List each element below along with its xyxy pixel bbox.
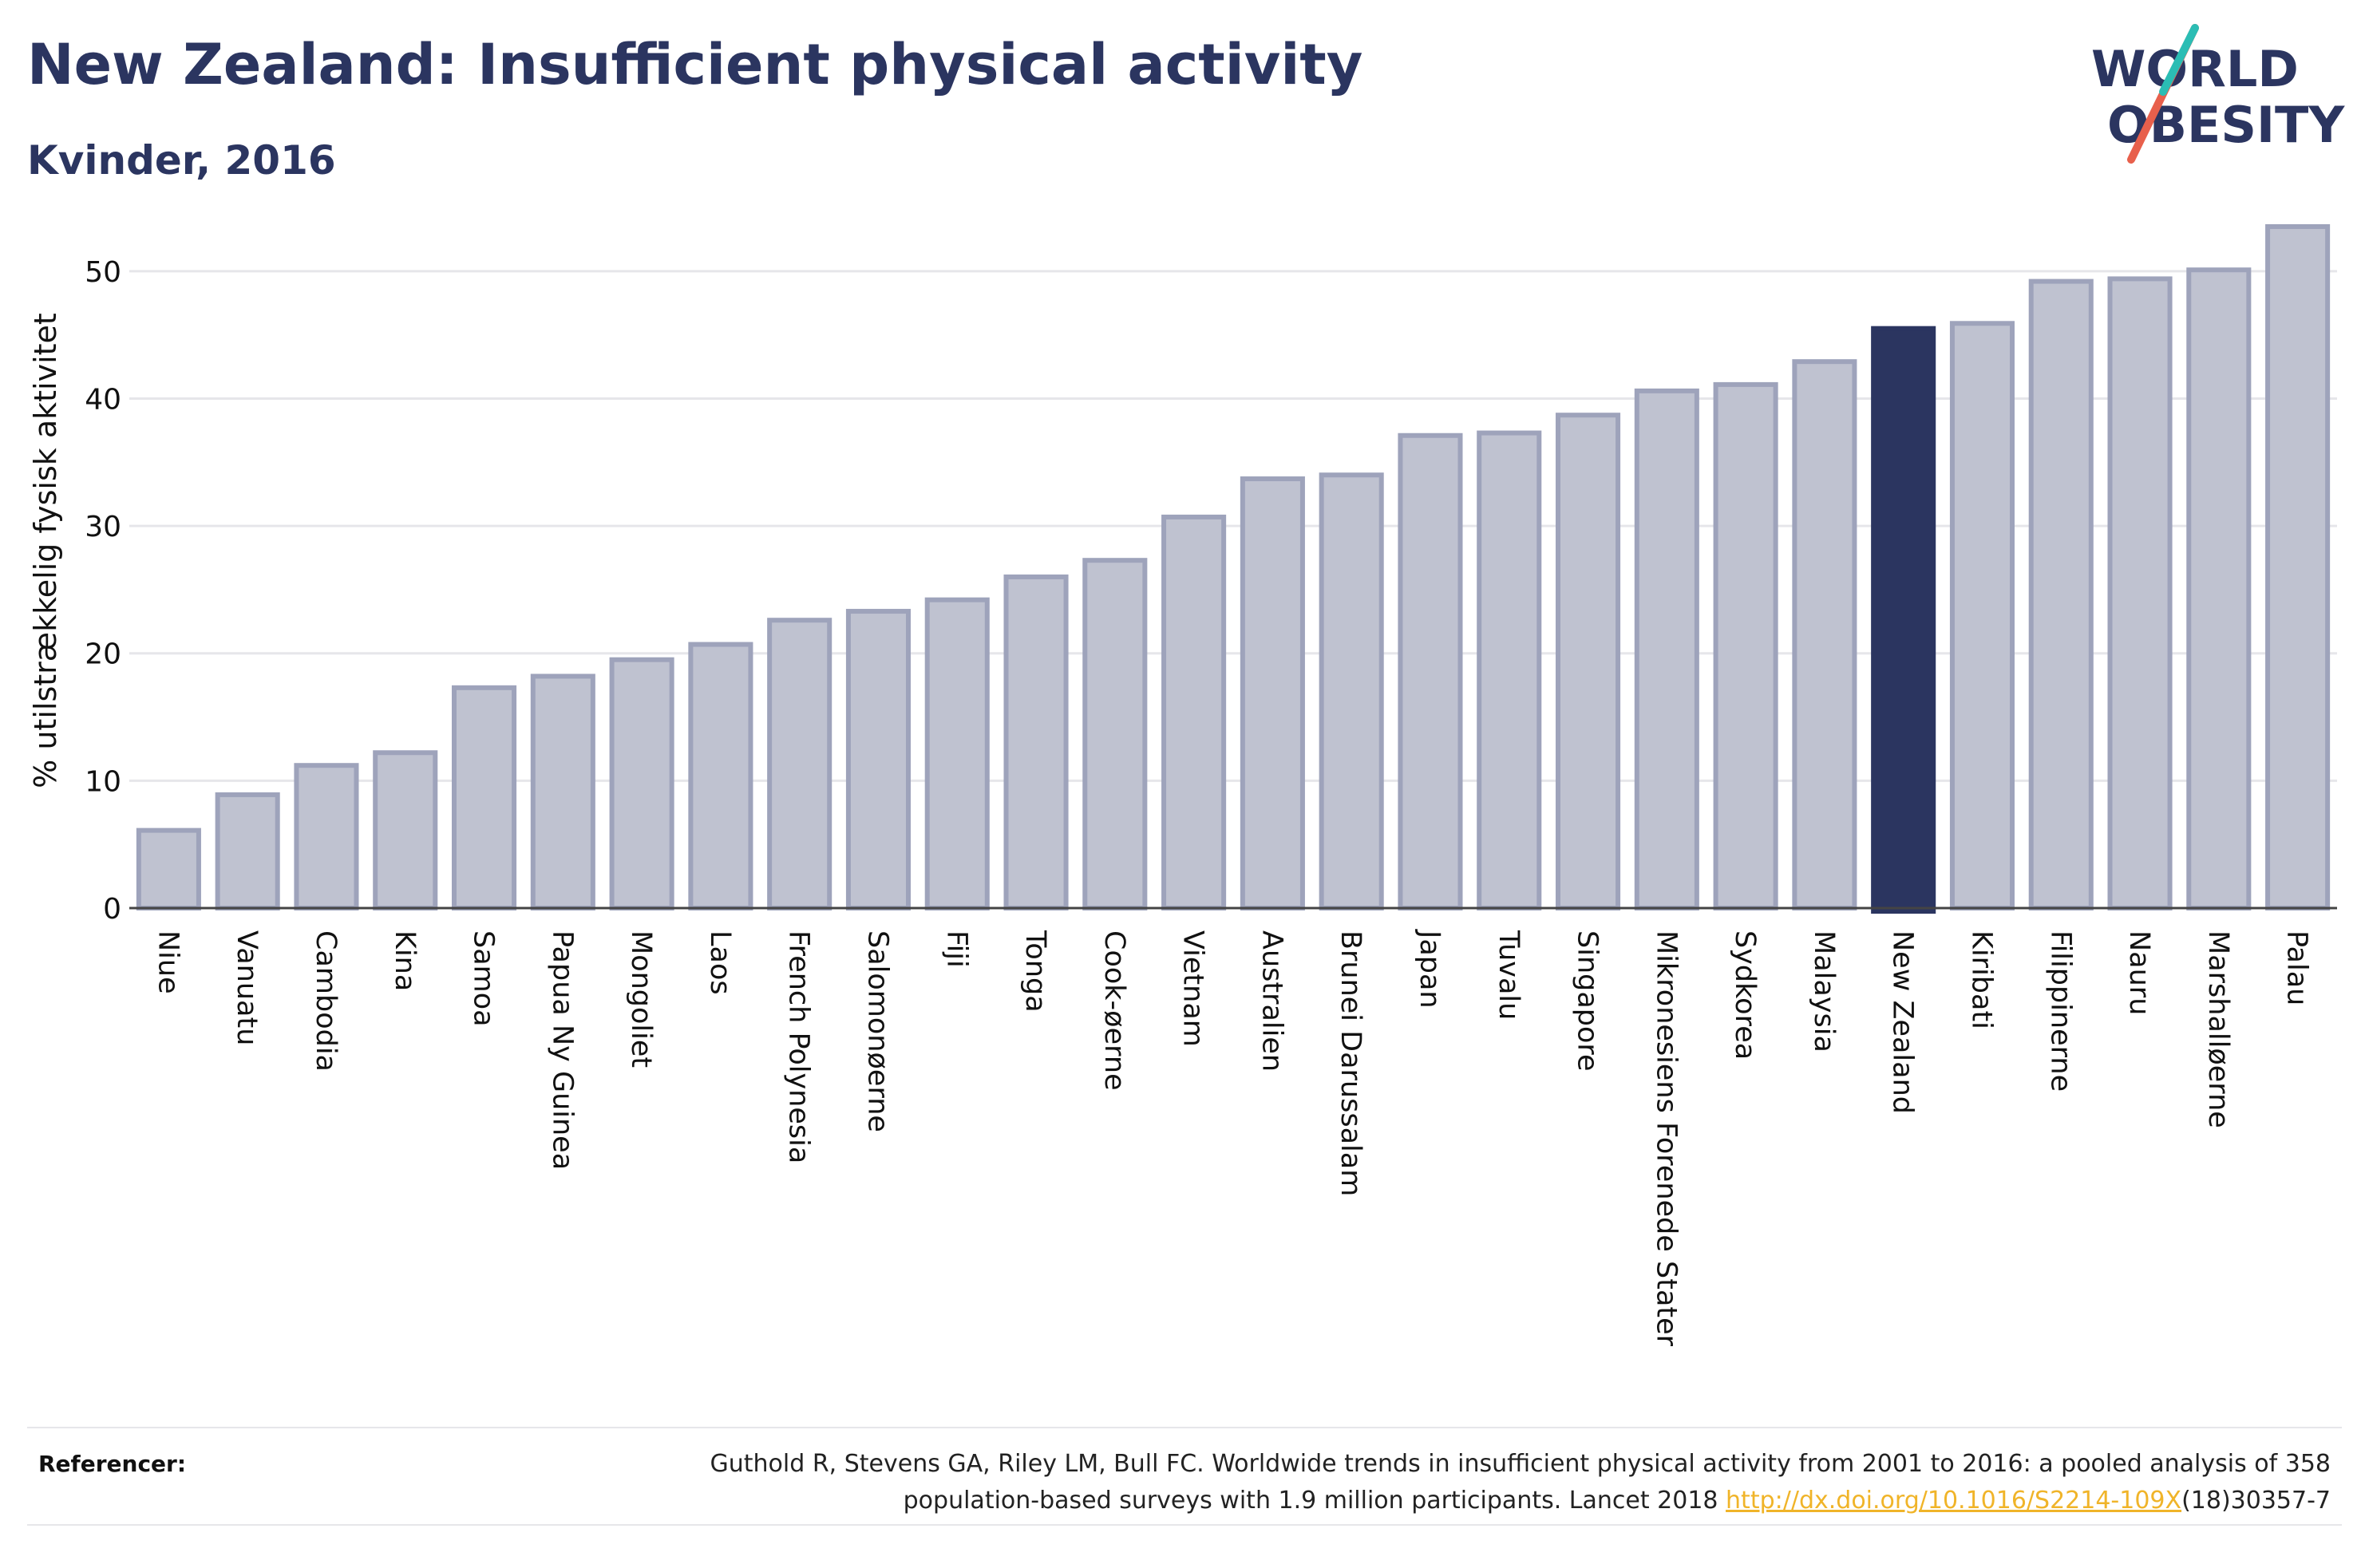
bar-nauru [2107, 276, 2173, 910]
x-tick-label: French Polynesia [783, 930, 815, 1163]
x-tick-label: Australien [1256, 930, 1287, 1072]
bar-new-zealand [1871, 326, 1936, 914]
bar-brunei-darussalam [1319, 472, 1384, 910]
x-tick-label: Laos [704, 930, 736, 995]
y-tick-label: 10 [85, 765, 121, 798]
bar-laos [688, 642, 753, 910]
x-tick-label: Cambodia [310, 930, 342, 1072]
bar-salomonøerne [845, 609, 912, 911]
bar-japan [1398, 432, 1463, 910]
x-tick-label: Malaysia [1808, 930, 1840, 1053]
logo-slash-teal [2159, 24, 2199, 96]
x-tick-label: Kiribati [1965, 930, 1997, 1029]
x-tick-label: Nauru [2123, 930, 2155, 1015]
bar-singapore [1555, 413, 1621, 910]
x-tick-label: Tuvalu [1493, 930, 1525, 1020]
x-tick-label: New Zealand [1887, 930, 1919, 1114]
x-tick-label: Tonga [1019, 930, 1051, 1013]
reference-line2-pre: population-based surveys with 1.9 millio… [903, 1487, 1726, 1515]
x-tick-label: Brunei Darussalam [1335, 930, 1366, 1196]
bars [136, 223, 2331, 914]
bar-malaysia [1792, 359, 1857, 911]
reference-bottom-divider [27, 1524, 2342, 1526]
x-tick-label: Mongoliet [625, 930, 657, 1068]
bar-chart: 0 10 20 30 40 50 Niue Vanuatu Cambodia Kina Samoa P… [28, 223, 2337, 1347]
y-tick-label: 50 [85, 256, 121, 289]
chart-title: New Zealand: Insufficient physical activ… [27, 32, 1363, 97]
bar-kina [373, 750, 438, 911]
bar-kiribati [1949, 321, 2015, 910]
y-tick-label: 0 [103, 893, 121, 926]
bar-marshalløerne [2186, 267, 2252, 911]
x-tick-label: Kina [389, 930, 421, 991]
x-tick-label: Salomonøerne [861, 930, 893, 1132]
x-tick-label: Mikronesiens Forenede Stater [1650, 930, 1682, 1347]
x-tick-label: Japan [1414, 929, 1445, 1009]
axes: 0 10 20 30 40 50 Niue Vanuatu Cambodia Kina Samoa P… [85, 256, 2337, 1347]
bar-tonga [1003, 574, 1069, 910]
references-text: Guthold R, Stevens GA, Riley LM, Bull FC… [455, 1446, 2331, 1519]
reference-doi-link[interactable]: http://dx.doi.org/10.1016/S2214-109X [1726, 1487, 2182, 1515]
bar-mongoliet [609, 657, 674, 911]
x-tick-label: Filippinerne [2044, 930, 2076, 1092]
x-tick-label: Singapore [1572, 930, 1604, 1072]
bar-sydkorea [1713, 381, 1778, 910]
x-tick-label: Cook-øerne [1098, 930, 1130, 1091]
bar-cook-øerne [1082, 558, 1148, 911]
world-obesity-logo: WORLD OBESITY [2091, 24, 2345, 164]
x-tick-label: Vanuatu [231, 930, 263, 1045]
y-tick-label: 30 [85, 511, 121, 543]
x-tick-label: Vietnam [1177, 930, 1209, 1047]
bar-palau [2265, 223, 2331, 911]
x-tick-label: Niue [152, 930, 184, 994]
reference-line2-post: (18)30357-7 [2181, 1487, 2331, 1515]
bar-niue [136, 827, 201, 911]
bar-fiji [924, 597, 990, 910]
bar-vietnam [1161, 514, 1227, 911]
bar-papua-ny-guinea [530, 673, 595, 910]
chart-subtitle: Kvinder, 2016 [27, 137, 336, 184]
x-tick-label: Sydkorea [1729, 930, 1761, 1060]
bar-filippinerne [2028, 278, 2094, 910]
bar-vanuatu [215, 792, 280, 911]
bar-samoa [451, 685, 517, 910]
x-tick-label: Papua Ny Guinea [546, 930, 578, 1170]
references-label: Referencer: [38, 1451, 187, 1477]
bar-cambodia [294, 763, 359, 910]
logo-line1: WORLD [2091, 40, 2299, 98]
y-axis-label: % utilstrækkelig fysisk aktivitet [28, 313, 63, 788]
y-tick-label: 40 [85, 383, 121, 416]
bar-mikronesiens-forenede-stater [1634, 388, 1699, 911]
bar-australien [1240, 476, 1305, 910]
x-tick-label: Palau [2281, 930, 2313, 1005]
bar-tuvalu [1477, 430, 1542, 910]
x-tick-label: Marshalløerne [2202, 930, 2234, 1128]
x-tick-label: Samoa [468, 930, 500, 1027]
bar-french-polynesia [767, 618, 832, 910]
reference-line2: population-based surveys with 1.9 millio… [455, 1483, 2331, 1519]
reference-line1: Guthold R, Stevens GA, Riley LM, Bull FC… [710, 1450, 2331, 1478]
x-tick-label: Fiji [940, 930, 972, 968]
reference-top-divider [27, 1427, 2342, 1428]
y-tick-label: 20 [85, 638, 121, 671]
